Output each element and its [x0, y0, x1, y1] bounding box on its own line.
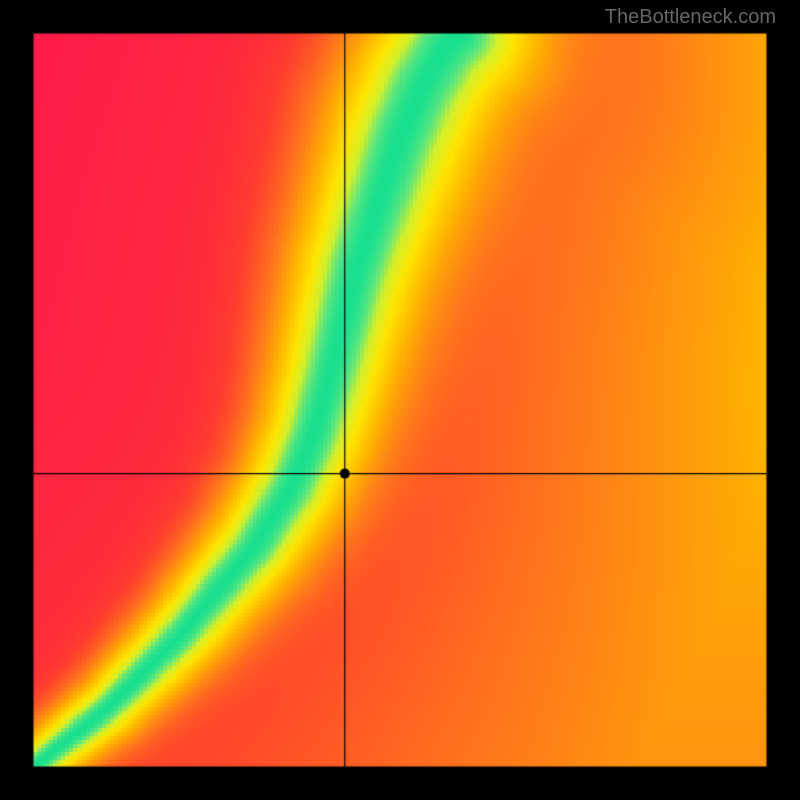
heatmap-canvas [0, 0, 800, 800]
heatmap-chart [0, 0, 800, 800]
attribution-text: TheBottleneck.com [605, 6, 776, 29]
